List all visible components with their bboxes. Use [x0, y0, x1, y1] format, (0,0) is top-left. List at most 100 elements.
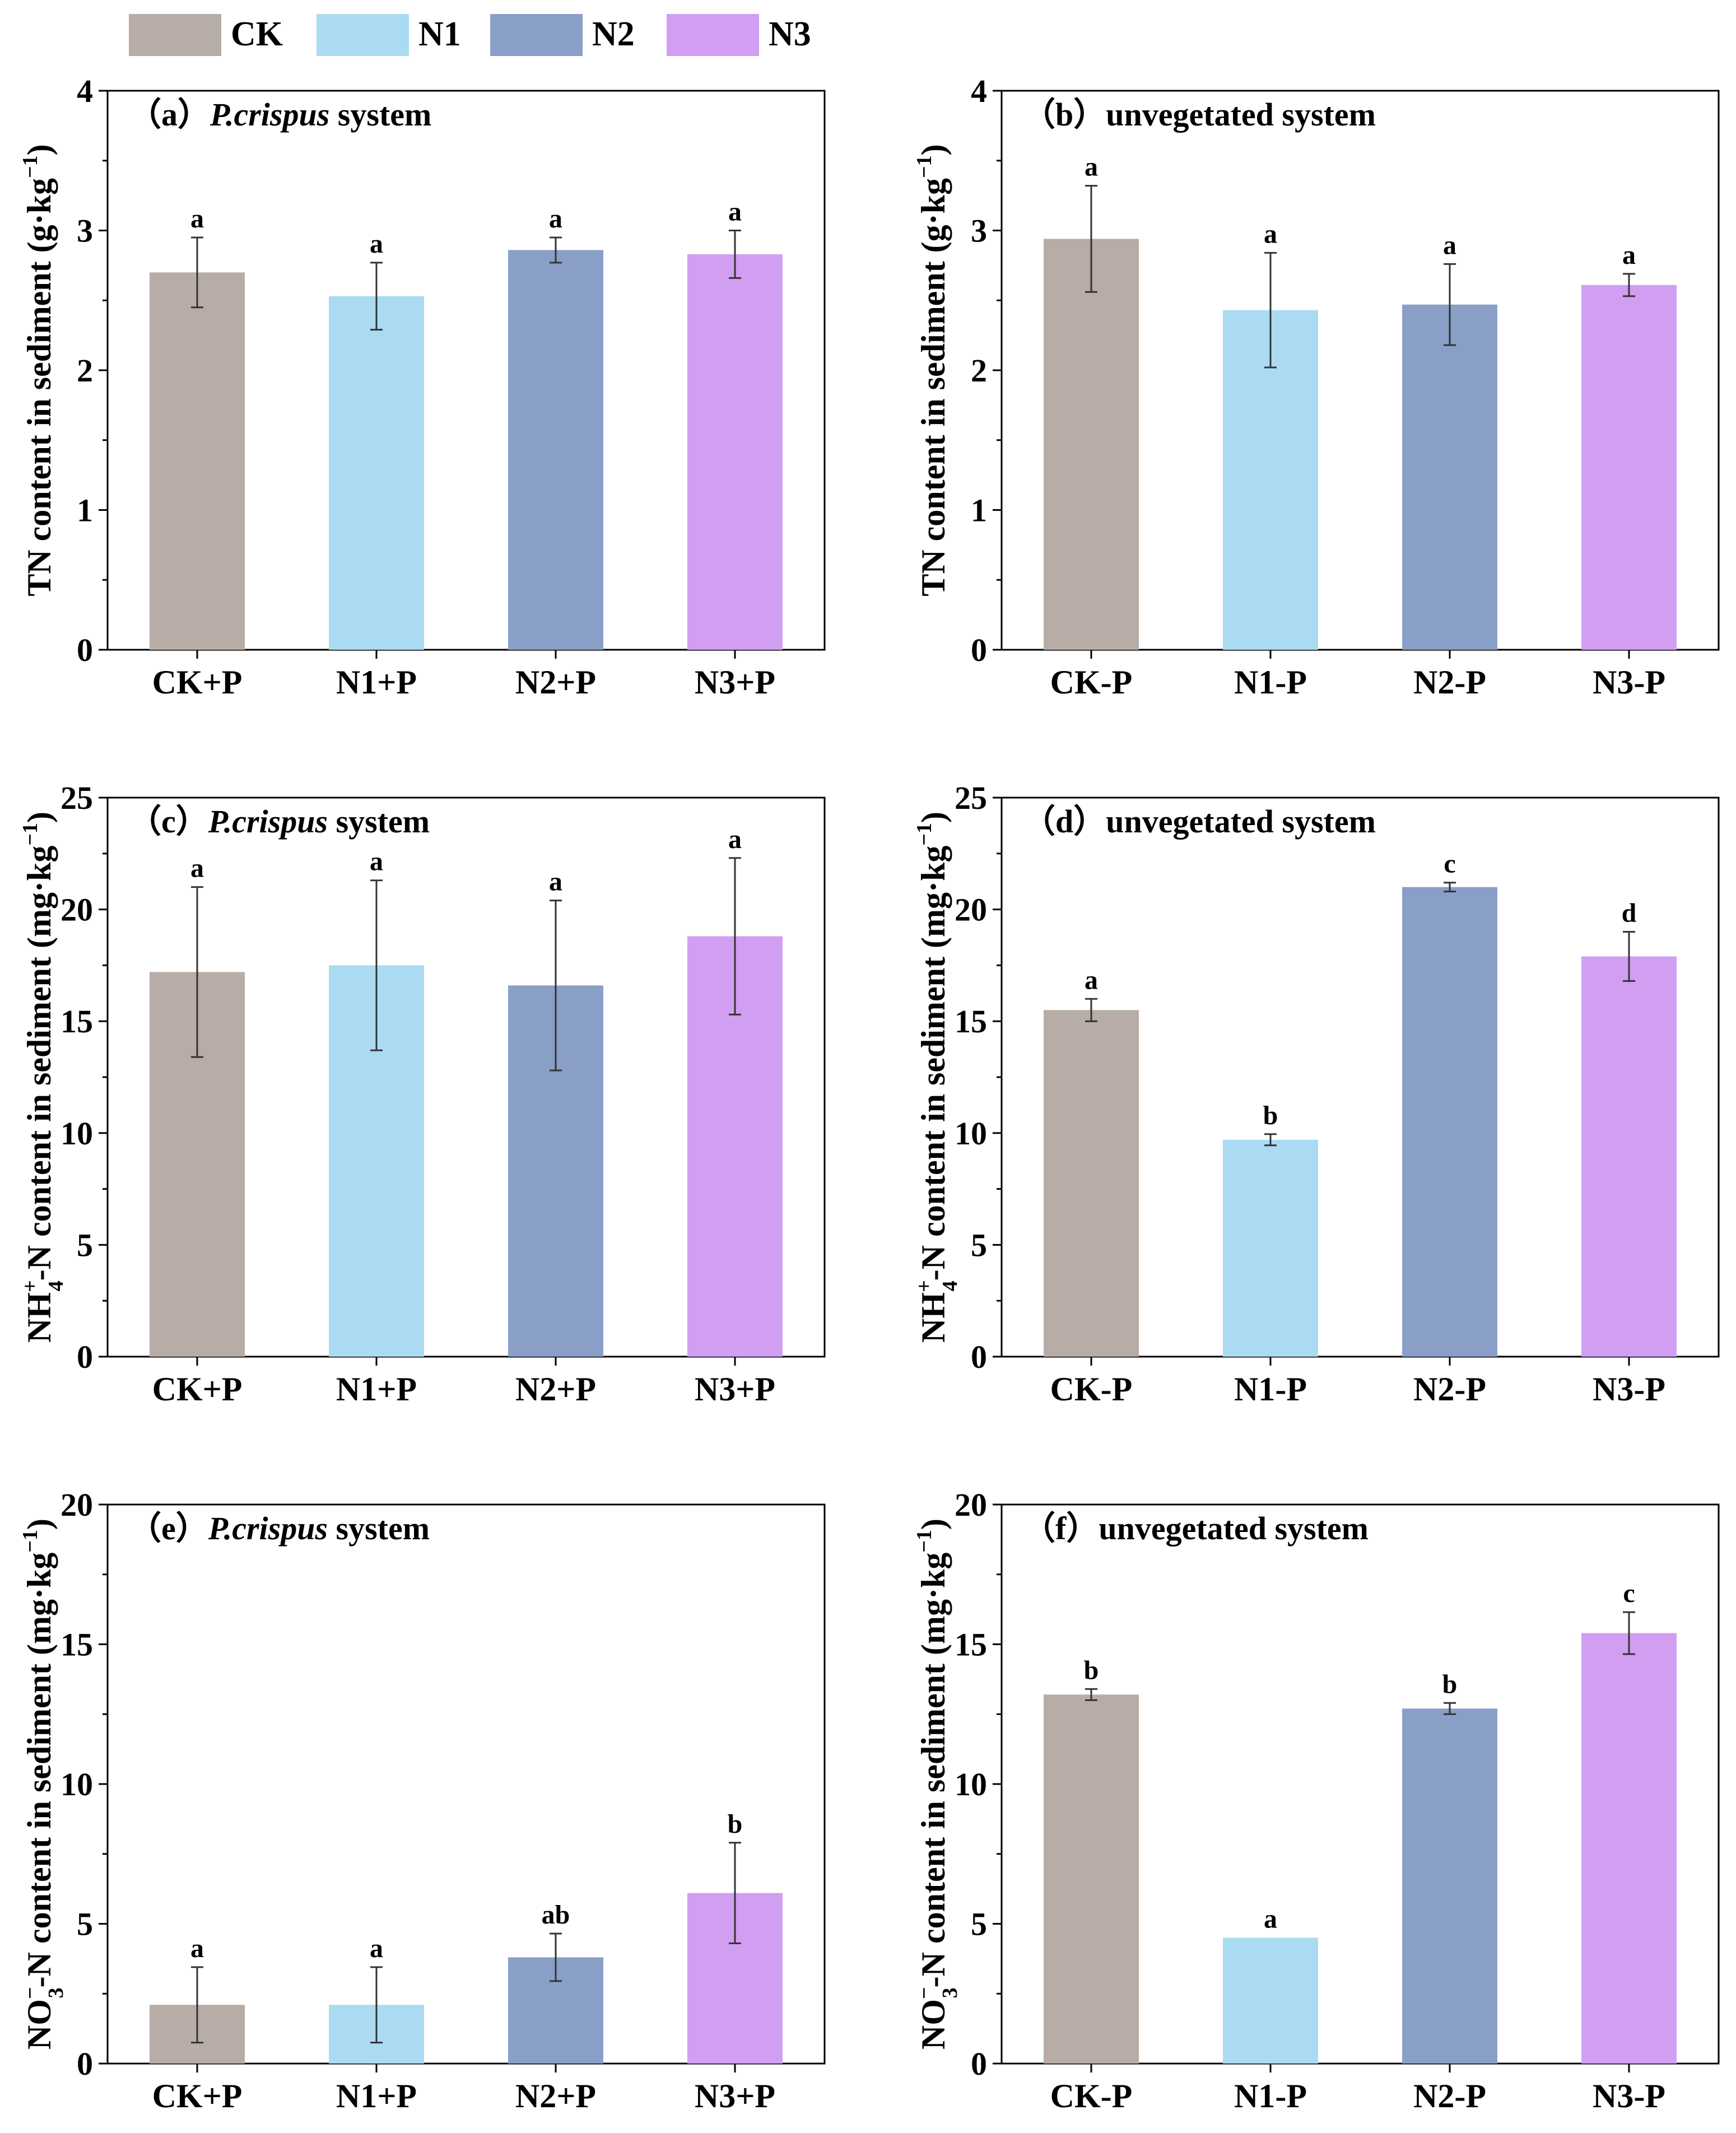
significance-letter: c: [1623, 1578, 1635, 1608]
significance-letter: a: [1622, 240, 1636, 270]
significance-letter: a: [549, 867, 562, 897]
significance-letter: a: [370, 1934, 383, 1963]
bar-n3[interactable]: [1581, 1633, 1677, 2064]
legend-label-n1: N1: [418, 15, 461, 53]
y-tick-label: 5: [77, 1906, 93, 1943]
legend: CK N1 N2 N3: [129, 14, 811, 56]
y-tick-label: 5: [77, 1227, 93, 1263]
x-tick-label: N1-P: [1234, 664, 1307, 701]
y-tick-label: 5: [971, 1906, 987, 1943]
chart-panel-b: 0 1 2 3 4 a CK-P a N1-P a N2-P a N3-P （b）unvegetated …: [913, 73, 1720, 701]
panel-title: （f）unvegetated system: [1023, 1510, 1369, 1547]
bar-n3[interactable]: [687, 254, 783, 650]
bar-ck[interactable]: [150, 272, 245, 650]
x-tick-label: N1-P: [1234, 2078, 1307, 2115]
chart-panel-d: 0 5 10 15 20 25 a CK-P b N1-P c N2-P d N3-P （d）unveget…: [913, 780, 1720, 1408]
significance-letter: b: [728, 1809, 743, 1839]
x-tick-label: N1+P: [336, 664, 417, 701]
legend-item-n3[interactable]: N3: [667, 14, 811, 56]
x-tick-label: CK+P: [152, 2078, 243, 2115]
x-tick-label: N3+P: [695, 1371, 775, 1408]
legend-item-n1[interactable]: N1: [317, 14, 461, 56]
bar-ck[interactable]: [1044, 1694, 1139, 2064]
x-tick-label: N2+P: [515, 1371, 596, 1408]
y-tick-label: 3: [971, 213, 987, 249]
x-tick-label: N3-P: [1593, 1371, 1665, 1408]
significance-letter: ab: [542, 1900, 570, 1930]
y-tick-label: 5: [971, 1227, 987, 1263]
x-tick-label: N3+P: [695, 664, 775, 701]
y-tick-label: 10: [60, 1766, 93, 1803]
x-tick-label: N2+P: [515, 2078, 596, 2115]
significance-letter: a: [190, 204, 204, 234]
significance-letter: a: [190, 854, 204, 883]
x-tick-label: N3-P: [1593, 664, 1665, 701]
y-tick-label: 0: [77, 632, 93, 668]
bar-ck[interactable]: [1044, 1010, 1139, 1357]
significance-letter: a: [549, 204, 562, 234]
chart-panel-f: 0 5 10 15 20 b CK-P a N1-P b N2-P c N3-P （f）unvegetat…: [913, 1487, 1720, 2115]
bar-n1[interactable]: [1223, 1938, 1318, 2064]
x-tick-label: N1-P: [1234, 1371, 1307, 1408]
x-tick-label: CK+P: [152, 664, 243, 701]
bar-n1[interactable]: [329, 296, 424, 650]
chart-panels: 0 1 2 3 4 a CK+P a N1+P a N2+P a N3+P （a）P.crispus sy…: [18, 73, 1720, 2115]
legend-label-n3: N3: [769, 15, 811, 53]
bar-n1[interactable]: [1223, 1139, 1318, 1357]
x-tick-label: N2-P: [1413, 2078, 1486, 2115]
significance-letter: a: [370, 847, 383, 877]
y-tick-label: 15: [955, 1627, 987, 1663]
x-tick-label: N2+P: [515, 664, 596, 701]
panel-title: （c）P.crispus system: [129, 803, 430, 840]
panel-title: （b）unvegetated system: [1023, 96, 1376, 133]
y-tick-label: 0: [971, 1339, 987, 1375]
legend-item-n2[interactable]: N2: [490, 14, 635, 56]
y-tick-label: 25: [955, 780, 987, 816]
y-tick-label: 2: [971, 352, 987, 389]
y-axis-label: NO− 3-N content in sediment (mg·kg−1): [913, 1519, 962, 2050]
y-axis-label: TN content in sediment (g·kg−1): [913, 144, 952, 596]
legend-swatch-ck: [129, 14, 221, 56]
x-tick-label: CK-P: [1050, 1371, 1133, 1408]
bar-n2[interactable]: [1402, 1708, 1497, 2064]
significance-letter: c: [1444, 849, 1455, 879]
x-tick-label: N2-P: [1413, 1371, 1486, 1408]
y-tick-label: 20: [60, 892, 93, 928]
significance-letter: a: [1264, 1904, 1277, 1934]
chart-panel-a: 0 1 2 3 4 a CK+P a N1+P a N2+P a N3+P （a）P.crispus sy…: [18, 73, 826, 701]
y-axis-label: NO− 3-N content in sediment (mg·kg−1): [18, 1519, 68, 2050]
bar-n2[interactable]: [508, 250, 603, 650]
significance-letter: d: [1622, 898, 1637, 928]
y-tick-label: 1: [971, 492, 987, 529]
bar-n3[interactable]: [1581, 956, 1677, 1357]
y-axis-label: NH+ 4-N content in sediment (mg·kg−1): [913, 812, 962, 1343]
bar-ck[interactable]: [1044, 239, 1139, 650]
significance-letter: a: [190, 1934, 204, 1963]
significance-letter: a: [370, 229, 383, 259]
y-tick-label: 20: [60, 1487, 93, 1523]
x-tick-label: N3-P: [1593, 2078, 1665, 2115]
y-tick-label: 0: [971, 632, 987, 668]
y-tick-label: 0: [77, 2046, 93, 2082]
x-tick-label: CK-P: [1050, 2078, 1133, 2115]
y-axis-label: TN content in sediment (g·kg−1): [18, 144, 58, 596]
significance-letter: a: [1085, 965, 1098, 995]
legend-swatch-n2: [490, 14, 583, 56]
significance-letter: a: [728, 825, 742, 854]
y-tick-label: 1: [77, 492, 93, 529]
bar-n3[interactable]: [1581, 285, 1677, 650]
bar-n2[interactable]: [1402, 304, 1497, 650]
y-tick-label: 10: [60, 1115, 93, 1152]
y-tick-label: 15: [955, 1003, 987, 1040]
panel-title: （a）P.crispus system: [129, 96, 431, 133]
significance-letter: b: [1263, 1101, 1278, 1130]
bar-n2[interactable]: [1402, 887, 1497, 1357]
x-tick-label: N3+P: [695, 2078, 775, 2115]
legend-item-ck[interactable]: CK: [129, 14, 283, 56]
x-tick-label: N2-P: [1413, 664, 1486, 701]
chart-panel-c: 0 5 10 15 20 25 a CK+P a N1+P a N2+P a N3+P （c）P.crisp…: [18, 780, 826, 1408]
y-tick-label: 0: [77, 1339, 93, 1375]
y-tick-label: 3: [77, 213, 93, 249]
y-tick-label: 25: [60, 780, 93, 816]
